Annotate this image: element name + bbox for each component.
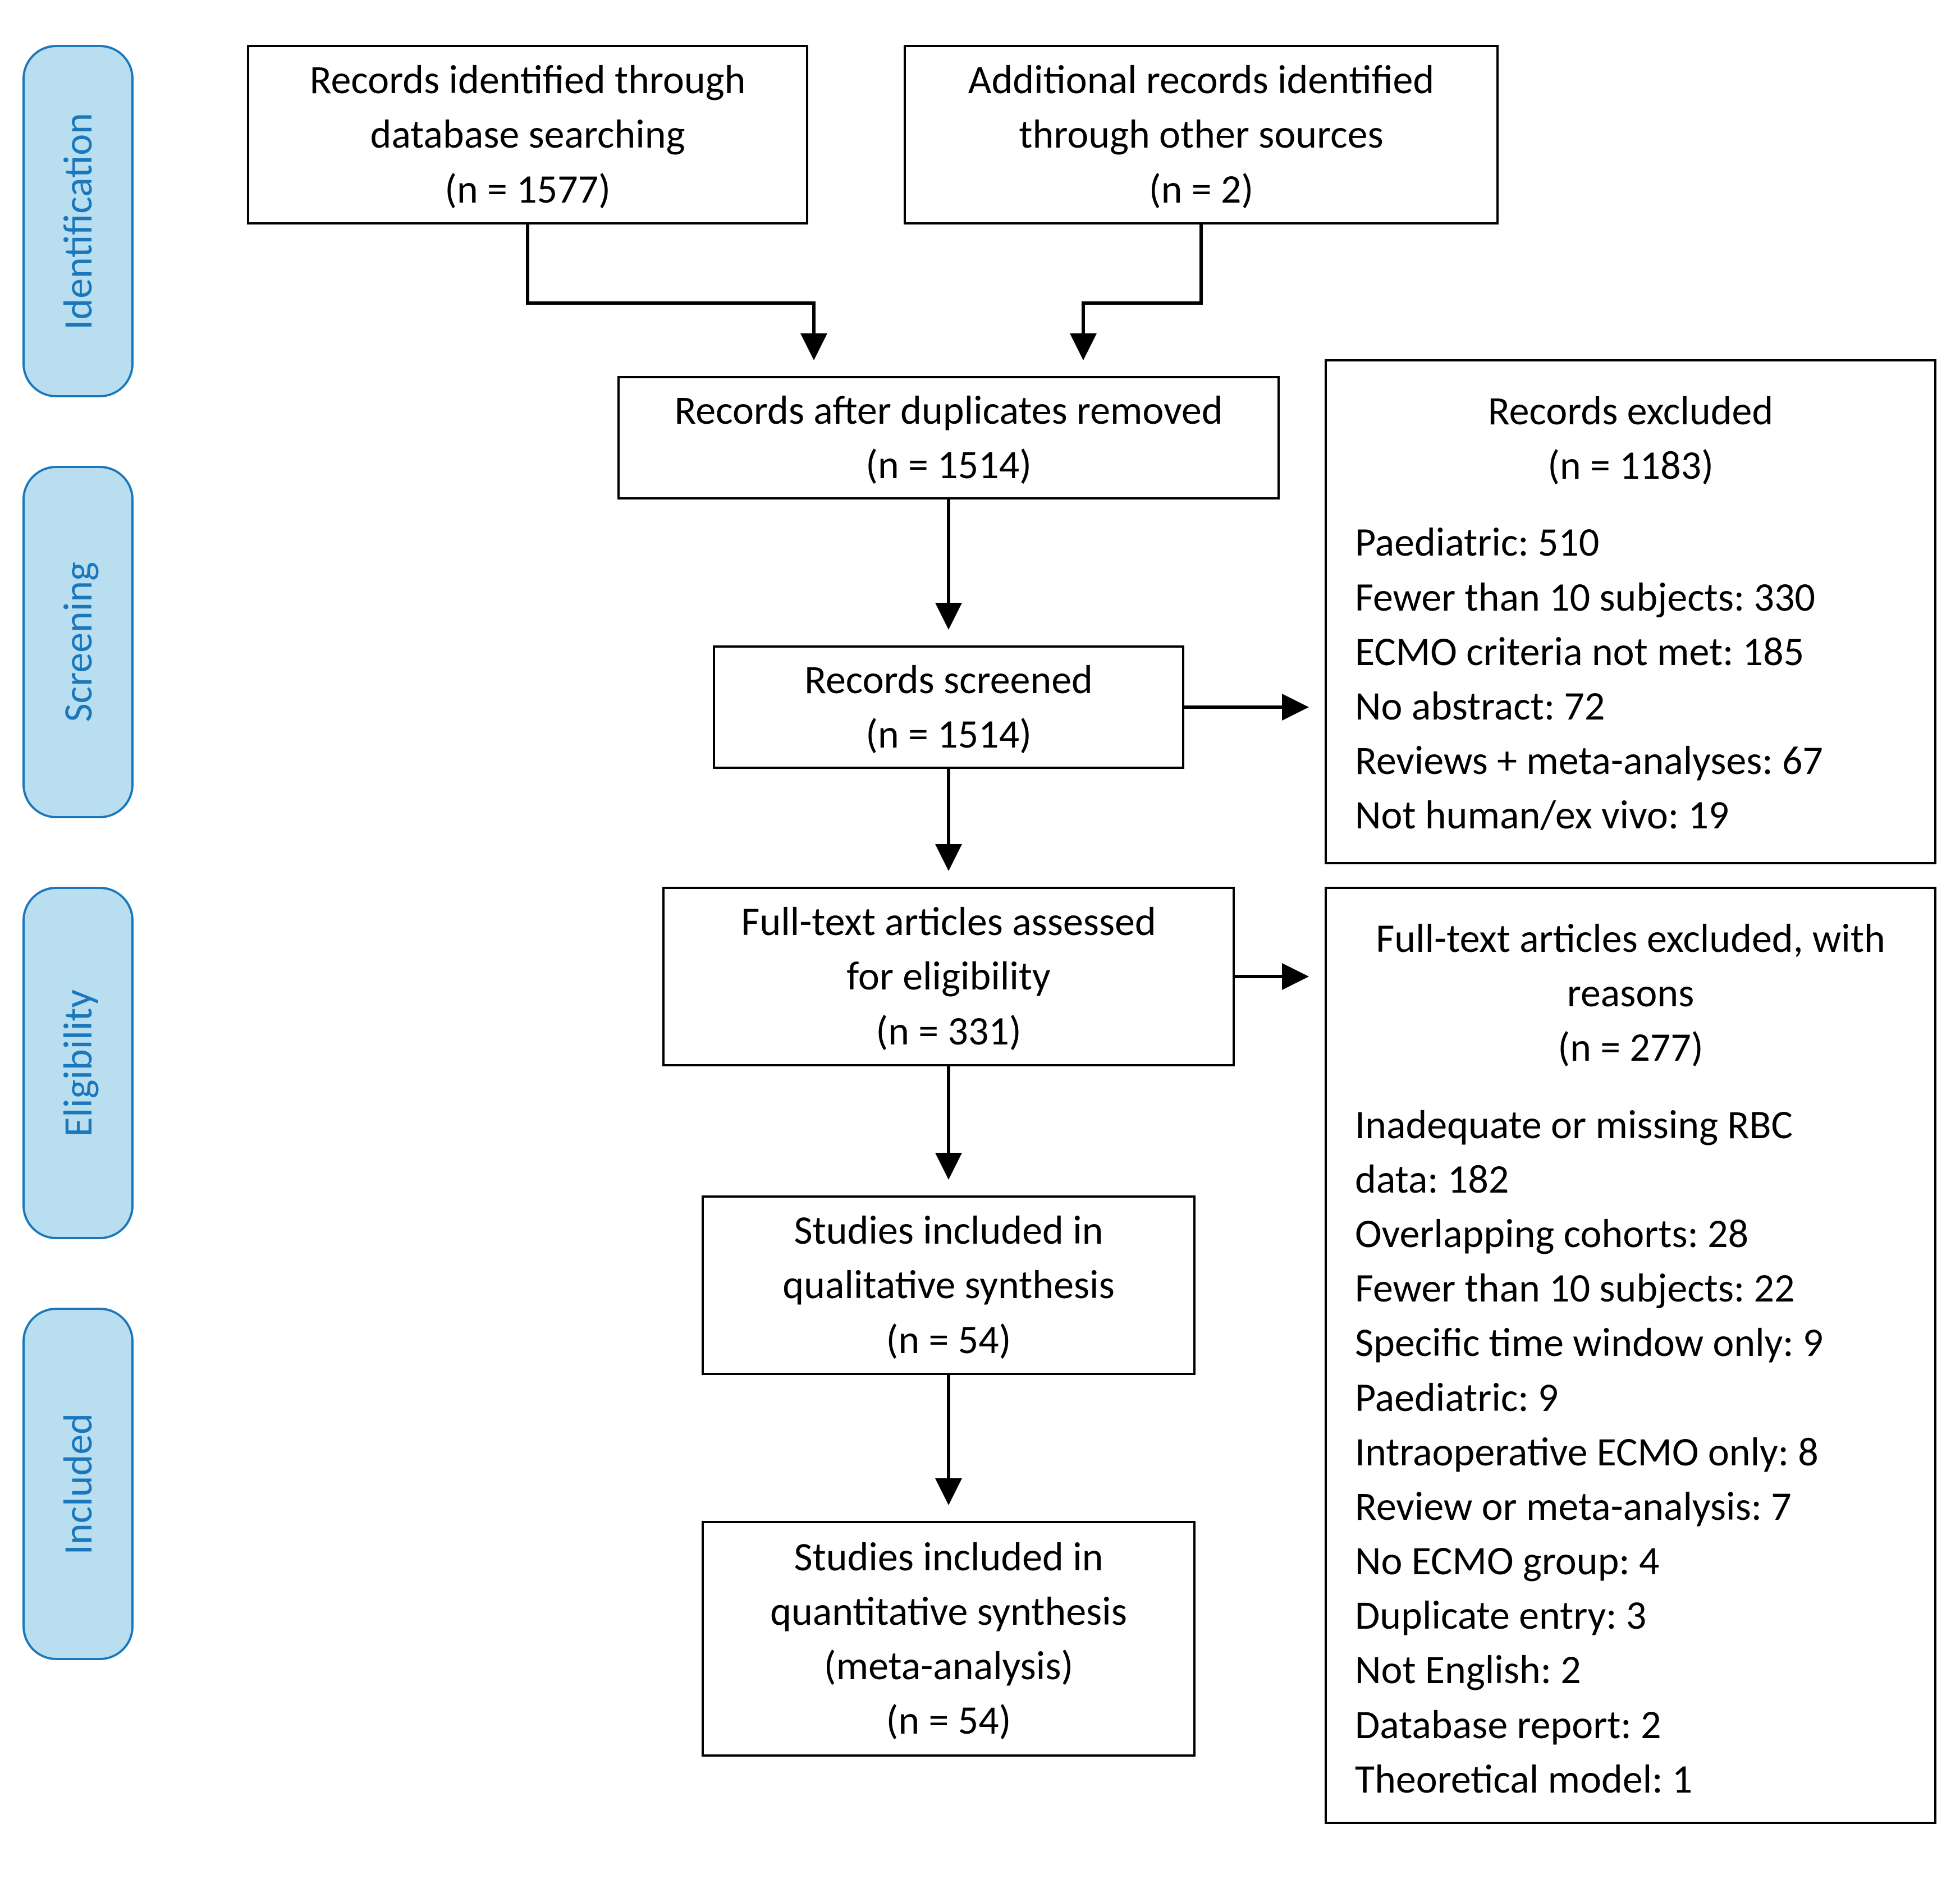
- stage-included: Included: [22, 1308, 134, 1660]
- excl-head-line: reasons: [1355, 966, 1906, 1020]
- excl-item: No abstract: 72: [1355, 679, 1906, 734]
- excl-head-line: Records excluded: [1355, 384, 1906, 438]
- stage-identification: Identification: [22, 45, 134, 397]
- n-value: (n = 54): [886, 1313, 1011, 1367]
- n-value: (n = 331): [876, 1004, 1021, 1058]
- text-line: quantitative synthesis: [770, 1584, 1127, 1639]
- excl-item: Overlapping cohorts: 28: [1355, 1207, 1906, 1261]
- text-line: Studies included in: [794, 1530, 1103, 1584]
- excl-item: Specific time window only: 9: [1355, 1316, 1906, 1370]
- box-fulltext: Full-text articles assessed for eligibil…: [662, 887, 1235, 1066]
- stage-label-text: Identification: [53, 113, 103, 330]
- stage-label-text: Screening: [53, 562, 103, 722]
- n-value: (n = 1514): [865, 707, 1032, 762]
- excl-head-line: Full-text articles excluded, with: [1355, 911, 1906, 966]
- box-after-dupes: Records after duplicates removed (n = 15…: [617, 376, 1280, 499]
- box-other-sources: Additional records identified through ot…: [904, 45, 1499, 224]
- excl-item: Duplicate entry: 3: [1355, 1588, 1906, 1643]
- box-excl-screening: Records excluded (n = 1183) Paediatric: …: [1325, 359, 1936, 864]
- n-value: (n = 54): [886, 1693, 1011, 1748]
- text-line: Full-text articles assessed: [741, 895, 1156, 949]
- text-line: through other sources: [1019, 107, 1383, 162]
- excl-item: Paediatric: 510: [1355, 515, 1906, 570]
- text-line: (meta-analysis): [824, 1639, 1073, 1693]
- excl-item: ECMO criteria not met: 185: [1355, 625, 1906, 679]
- stage-label-text: Included: [53, 1413, 103, 1555]
- text-line: Records identified through: [310, 53, 746, 107]
- stage-screening: Screening: [22, 466, 134, 818]
- excl-item: Inadequate or missing RBC: [1355, 1098, 1906, 1152]
- box-quantitative: Studies included in quantitative synthes…: [702, 1521, 1196, 1757]
- text-line: Records after duplicates removed: [674, 383, 1222, 438]
- stage-eligibility: Eligibility: [22, 887, 134, 1239]
- excl-item: Database report: 2: [1355, 1698, 1906, 1752]
- n-value: (n = 1577): [445, 162, 611, 217]
- box-db-search: Records identified through database sear…: [247, 45, 808, 224]
- box-screened: Records screened (n = 1514): [713, 645, 1184, 769]
- excl-item: Reviews + meta-analyses: 67: [1355, 734, 1906, 788]
- excl-item: Not English: 2: [1355, 1643, 1906, 1697]
- excl-item: Fewer than 10 subjects: 330: [1355, 570, 1906, 625]
- excl-item: Intraoperative ECMO only: 8: [1355, 1425, 1906, 1479]
- text-line: database searching: [370, 107, 685, 162]
- excl-item: Fewer than 10 subjects: 22: [1355, 1261, 1906, 1316]
- excl-item: data: 182: [1355, 1152, 1906, 1207]
- text-line: for eligibility: [846, 949, 1050, 1003]
- text-line: qualitative synthesis: [782, 1258, 1115, 1312]
- excl-head-n: (n = 1183): [1355, 438, 1906, 493]
- excl-fulltext-list: Inadequate or missing RBC data: 182 Over…: [1355, 1098, 1906, 1807]
- prisma-flowchart: Identification Screening Eligibility Inc…: [0, 0, 1960, 1879]
- box-excl-fulltext: Full-text articles excluded, with reason…: [1325, 887, 1936, 1824]
- excl-head-n: (n = 277): [1355, 1020, 1906, 1075]
- n-value: (n = 1514): [865, 438, 1032, 492]
- excl-item: Review or meta-analysis: 7: [1355, 1479, 1906, 1534]
- excl-item: Paediatric: 9: [1355, 1371, 1906, 1425]
- box-qualitative: Studies included in qualitative synthesi…: [702, 1195, 1196, 1375]
- excl-item: Theoretical model: 1: [1355, 1752, 1906, 1807]
- text-line: Studies included in: [794, 1203, 1103, 1258]
- excl-item: Not human/ex vivo: 19: [1355, 788, 1906, 842]
- text-line: Records screened: [804, 653, 1093, 707]
- excl-item: No ECMO group: 4: [1355, 1534, 1906, 1588]
- n-value: (n = 2): [1149, 162, 1253, 217]
- excl-screening-list: Paediatric: 510 Fewer than 10 subjects: …: [1355, 515, 1906, 842]
- stage-label-text: Eligibility: [53, 989, 103, 1137]
- text-line: Additional records identified: [968, 53, 1434, 107]
